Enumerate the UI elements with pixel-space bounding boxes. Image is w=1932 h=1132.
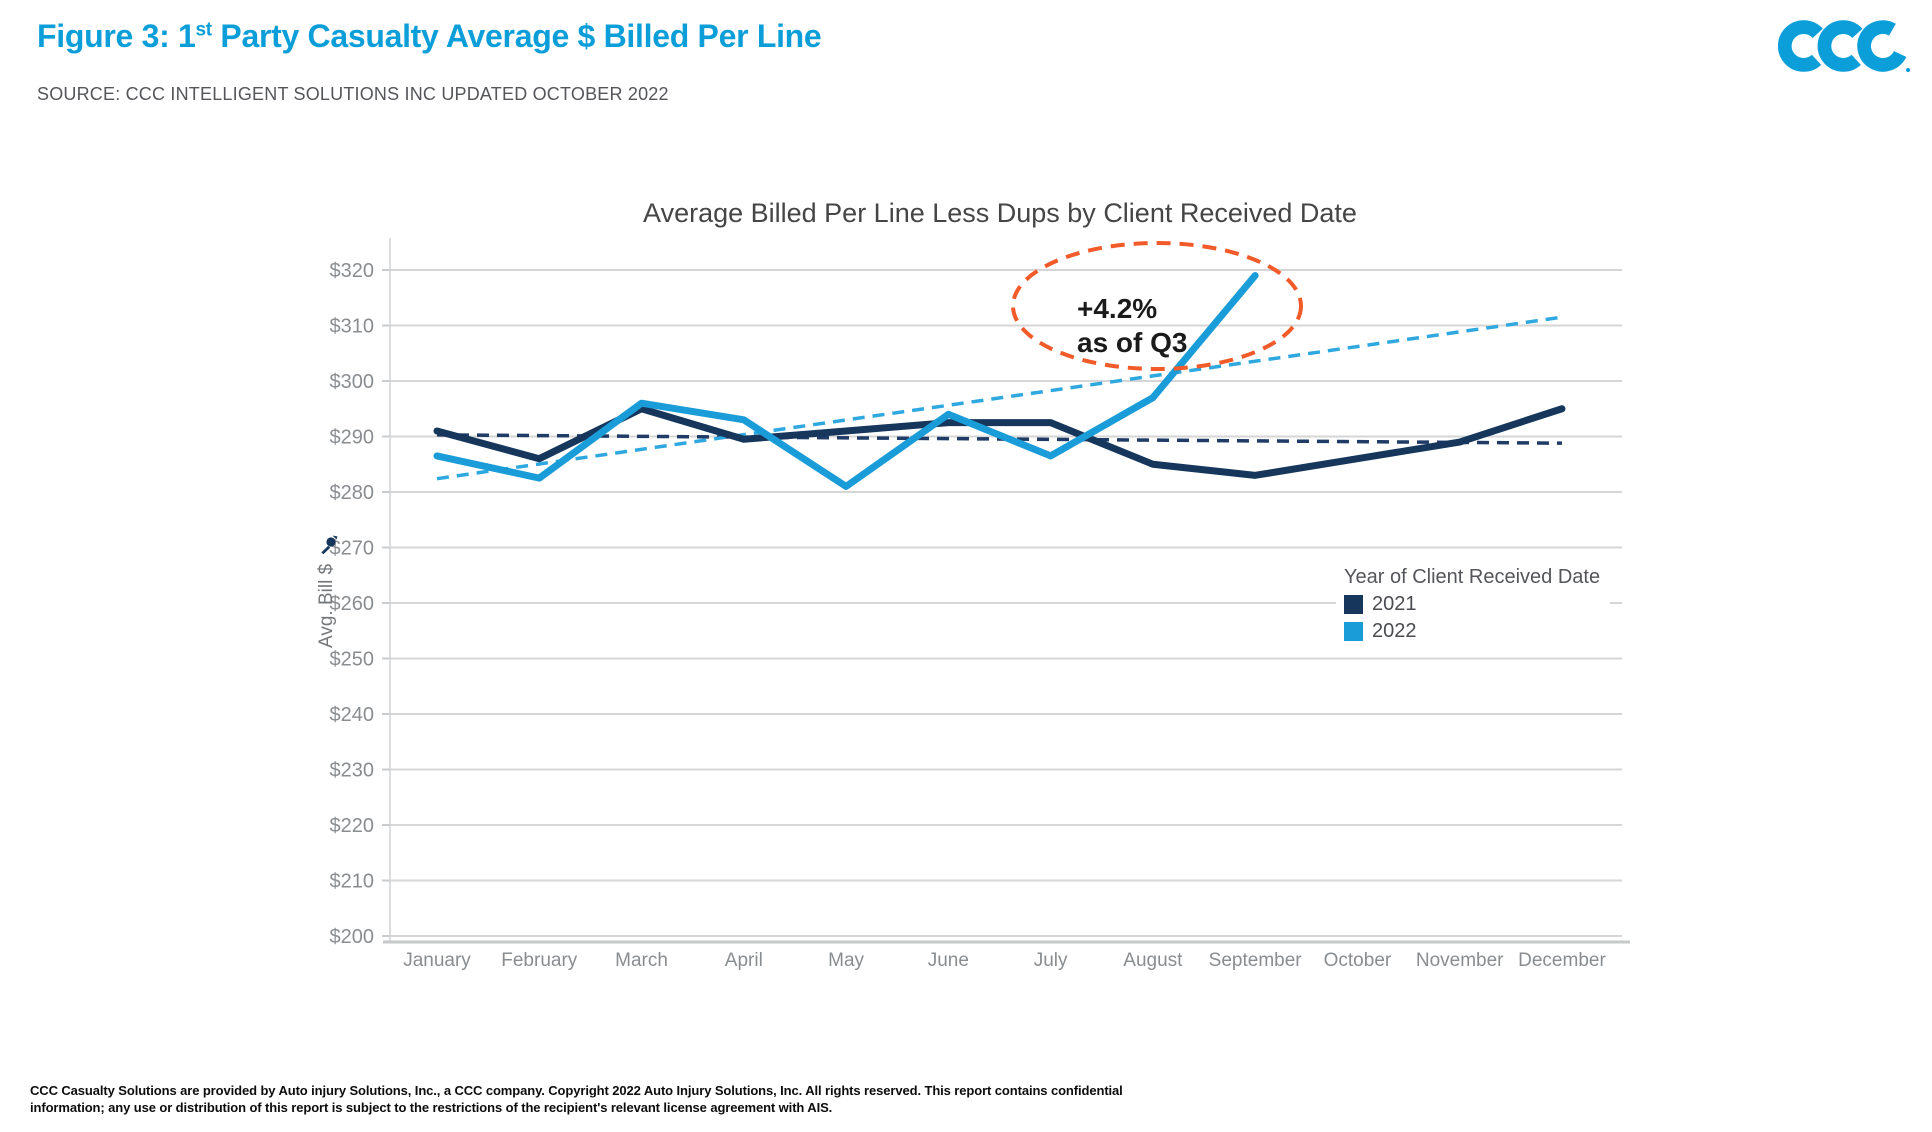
y-tick-label-$280: $280 <box>330 482 375 504</box>
y-tick-label-$310: $310 <box>330 316 375 338</box>
x-label-october: October <box>1324 950 1392 971</box>
legend-item-2021: 2021 <box>1344 593 1600 616</box>
x-label-july: July <box>1034 950 1068 971</box>
annotation-line2: as of Q3 <box>1077 327 1187 358</box>
y-tick-label-$220: $220 <box>330 815 375 837</box>
y-tick-label-$250: $250 <box>330 649 375 671</box>
ccc-logo-letters <box>1778 20 1907 72</box>
pin-icon <box>321 535 338 555</box>
annotation-ellipse <box>1011 241 1303 371</box>
y-axis-title-text: Avg. Bill $ <box>316 563 337 648</box>
x-label-september: September <box>1209 950 1303 971</box>
x-label-april: April <box>725 950 763 971</box>
y-tick-label-$210: $210 <box>330 871 375 893</box>
legend-item-2022: 2022 <box>1344 620 1600 643</box>
x-label-february: February <box>501 950 578 971</box>
y-tick-label-$300: $300 <box>330 371 375 393</box>
legend-swatch-2022 <box>1344 622 1363 641</box>
trendline-2021 <box>436 433 1562 445</box>
figure-title-prefix: Figure 3: 1 <box>37 18 196 54</box>
x-label-august: August <box>1123 950 1183 971</box>
annotation-line1: +4.2% <box>1077 293 1157 324</box>
y-tick-label-$260: $260 <box>330 593 375 615</box>
x-label-march: March <box>615 950 668 971</box>
legend-label-2022: 2022 <box>1372 620 1417 642</box>
figure-title-rest: Party Casualty Average $ Billed Per Line <box>211 18 822 54</box>
chart-title: Average Billed Per Line Less Dups by Cli… <box>643 198 1357 228</box>
legend-label-2021: 2021 <box>1372 593 1417 615</box>
figure-title: Figure 3: 1st Party Casualty Average $ B… <box>37 18 822 55</box>
x-label-november: November <box>1416 950 1504 971</box>
y-tick-label-$270: $270 <box>330 538 375 560</box>
series-line-2022 <box>433 272 1259 490</box>
footer-line-2: information; any use or distribution of … <box>30 1100 833 1115</box>
chart-legend: Year of Client Received Date 2021 2022 <box>1336 562 1611 651</box>
series-line-2021 <box>433 405 1566 479</box>
x-label-january: January <box>403 950 471 971</box>
x-label-december: December <box>1518 950 1606 971</box>
legend-swatch-2021 <box>1344 595 1363 614</box>
y-tick-label-$230: $230 <box>330 760 375 782</box>
y-axis-title: Avg. Bill $ <box>316 535 338 648</box>
trendline-2022 <box>436 315 1563 481</box>
source-line: SOURCE: CCC INTELLIGENT SOLUTIONS INC UP… <box>37 84 669 104</box>
footer-disclaimer: CCC Casualty Solutions are provided by A… <box>30 1082 1650 1116</box>
ccc-logo <box>1778 20 1911 73</box>
series-layer <box>433 272 1566 490</box>
y-tick-label-$240: $240 <box>330 704 375 726</box>
y-tick-label-$320: $320 <box>330 260 375 282</box>
axis-layer: $320 $310 $300 $290 $280 $270 $260 $250 $240 $230… <box>330 238 1630 971</box>
footer-line-1: CCC Casualty Solutions are provided by A… <box>30 1083 1123 1098</box>
x-label-may: May <box>828 950 864 971</box>
registered-mark-dot <box>1905 68 1911 73</box>
figure-title-superscript: st <box>195 19 213 41</box>
y-tick-label-$200: $200 <box>330 926 375 948</box>
trendline-layer <box>436 315 1563 481</box>
x-label-june: June <box>928 950 969 971</box>
y-tick-label-$290: $290 <box>330 427 375 449</box>
legend-title: Year of Client Received Date <box>1344 566 1601 588</box>
